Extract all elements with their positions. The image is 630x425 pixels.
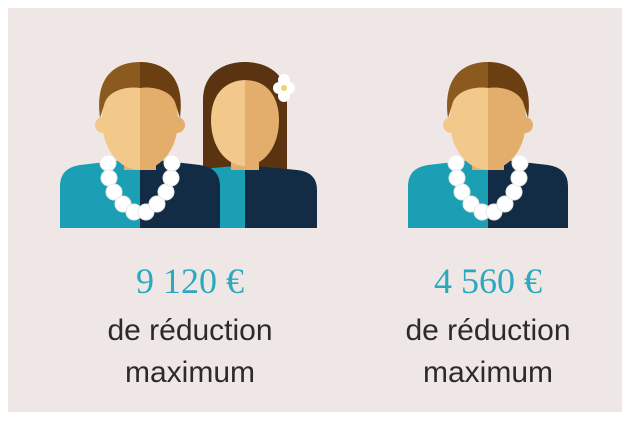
page: 9 120 € de réduction maximum 4 560 € de … [0,0,630,425]
description: de réduction [405,314,570,347]
description: de réduction [107,314,272,347]
description: maximum [423,356,553,389]
amount: 4 560 € [434,261,542,301]
amount: 9 120 € [136,261,244,301]
description: maximum [125,356,255,389]
infographic: 9 120 € de réduction maximum 4 560 € de … [0,0,630,425]
